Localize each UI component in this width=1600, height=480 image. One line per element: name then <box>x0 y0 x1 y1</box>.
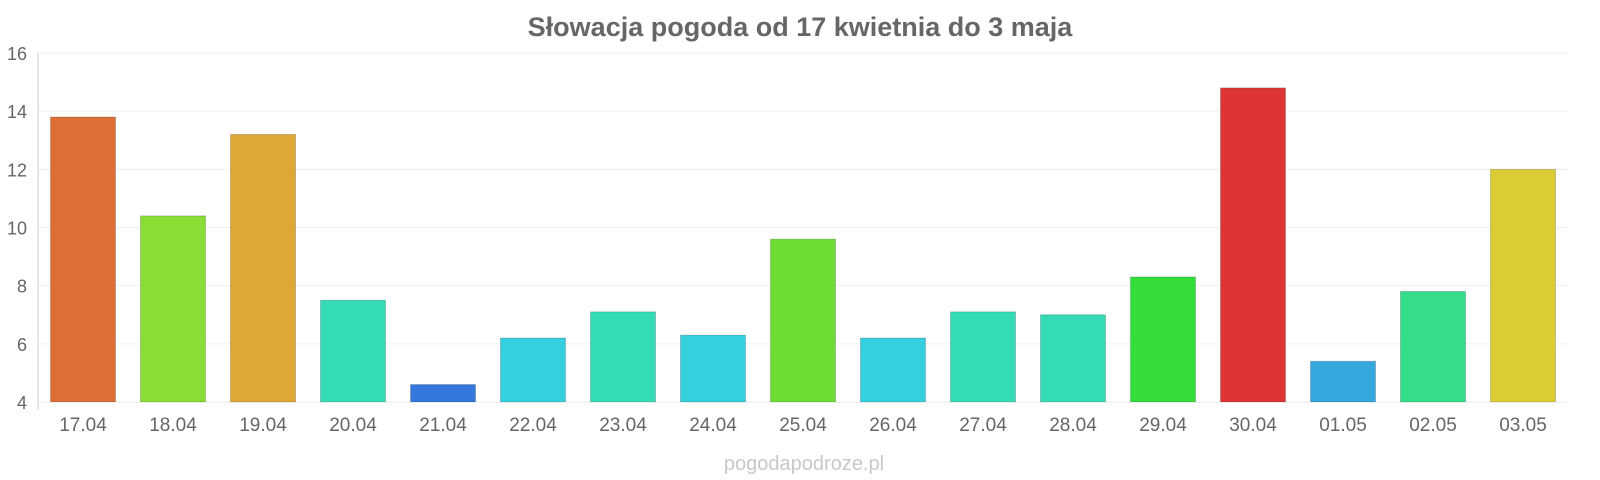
x-tick-label: 01.05 <box>1319 415 1367 436</box>
x-tick-label: 24.04 <box>689 415 737 436</box>
x-tick-label: 25.04 <box>779 415 827 436</box>
bar <box>500 337 566 403</box>
bar <box>1130 276 1196 403</box>
y-tick-label: 6 <box>17 335 27 355</box>
bar <box>860 337 926 403</box>
y-tick-label: 10 <box>7 219 27 239</box>
y-tick-label: 4 <box>17 393 27 413</box>
x-tick-label: 02.05 <box>1409 415 1457 436</box>
y-tick-label: 8 <box>17 277 27 297</box>
y-tick-label: 12 <box>7 160 27 180</box>
x-tick-label: 19.04 <box>239 415 287 436</box>
bar <box>1400 290 1466 403</box>
bar <box>1220 87 1286 403</box>
bar <box>680 334 746 403</box>
bar <box>320 299 386 403</box>
x-axis: 17.04 18.04 19.04 20.04 21.04 22.04 23.04 24.04… <box>38 402 1568 436</box>
x-tick-label: 23.04 <box>599 415 647 436</box>
x-tick-label: 17.04 <box>59 415 107 436</box>
bar <box>1490 168 1556 403</box>
x-tick-label: 22.04 <box>509 415 557 436</box>
bar <box>410 384 476 403</box>
x-tick-label: 18.04 <box>149 415 197 436</box>
x-tick-label: 30.04 <box>1229 415 1277 436</box>
y-axis: 4 6 8 10 12 14 16 <box>7 44 39 413</box>
bar <box>50 116 116 403</box>
x-tick-label: 20.04 <box>329 415 377 436</box>
bar <box>230 133 296 403</box>
bar <box>770 238 836 403</box>
bar <box>1310 360 1376 403</box>
y-tick-label: 16 <box>7 44 27 64</box>
bar <box>140 215 206 403</box>
x-tick-label: 29.04 <box>1139 415 1187 436</box>
x-tick-label: 28.04 <box>1049 415 1097 436</box>
x-tick-label: 26.04 <box>869 415 917 436</box>
x-tick-label: 27.04 <box>959 415 1007 436</box>
bar <box>1040 314 1106 403</box>
bar <box>590 311 656 403</box>
watermark-text: pogodapodroze.pl <box>724 453 884 475</box>
x-tick-label: 03.05 <box>1499 415 1547 436</box>
bar <box>950 311 1016 403</box>
bars <box>50 87 1556 403</box>
chart-title: Słowacja pogoda od 17 kwietnia do 3 maja <box>528 12 1074 42</box>
y-tick-label: 14 <box>7 102 27 122</box>
x-tick-label: 21.04 <box>419 415 467 436</box>
